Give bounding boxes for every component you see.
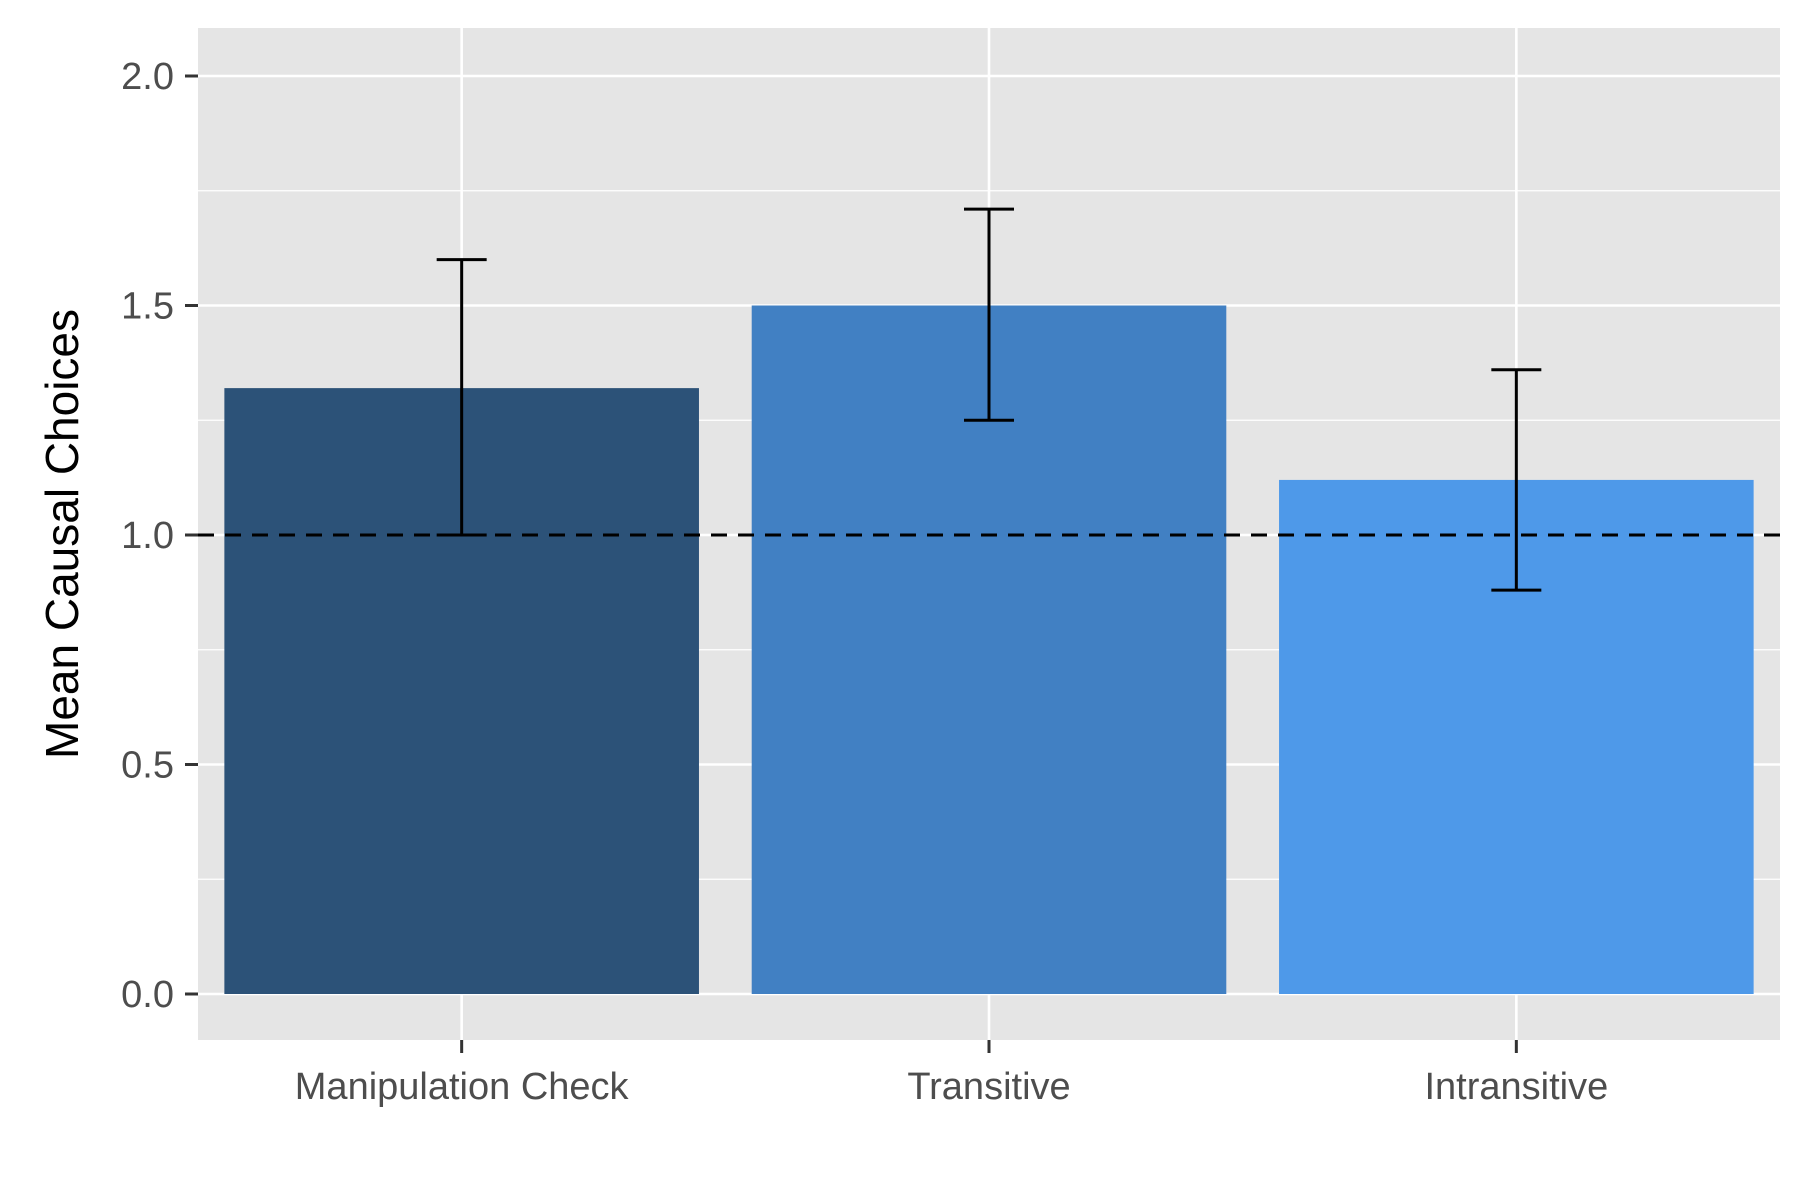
x-tick-label: Transitive [907, 1066, 1070, 1108]
y-axis: 0.0 0.5 1.0 1.5 2.0 [121, 56, 198, 1016]
error-bar [436, 258, 487, 537]
y-tick-label: 1.0 [121, 515, 174, 557]
error-bar [1491, 368, 1542, 592]
y-tick-label: 2.0 [121, 56, 174, 98]
error-bar [964, 207, 1014, 422]
y-tick-label: 0.0 [121, 974, 174, 1016]
x-tick-label: Intransitive [1424, 1066, 1608, 1108]
y-tick-label: 0.5 [121, 745, 174, 787]
error-bars [436, 207, 1542, 592]
x-tick-label: Manipulation Check [295, 1066, 630, 1108]
y-axis-title: Mean Causal Choices [36, 309, 88, 759]
x-axis: Manipulation Check Transitive Intransitive [295, 1040, 1608, 1108]
y-tick-label: 1.5 [121, 286, 174, 328]
